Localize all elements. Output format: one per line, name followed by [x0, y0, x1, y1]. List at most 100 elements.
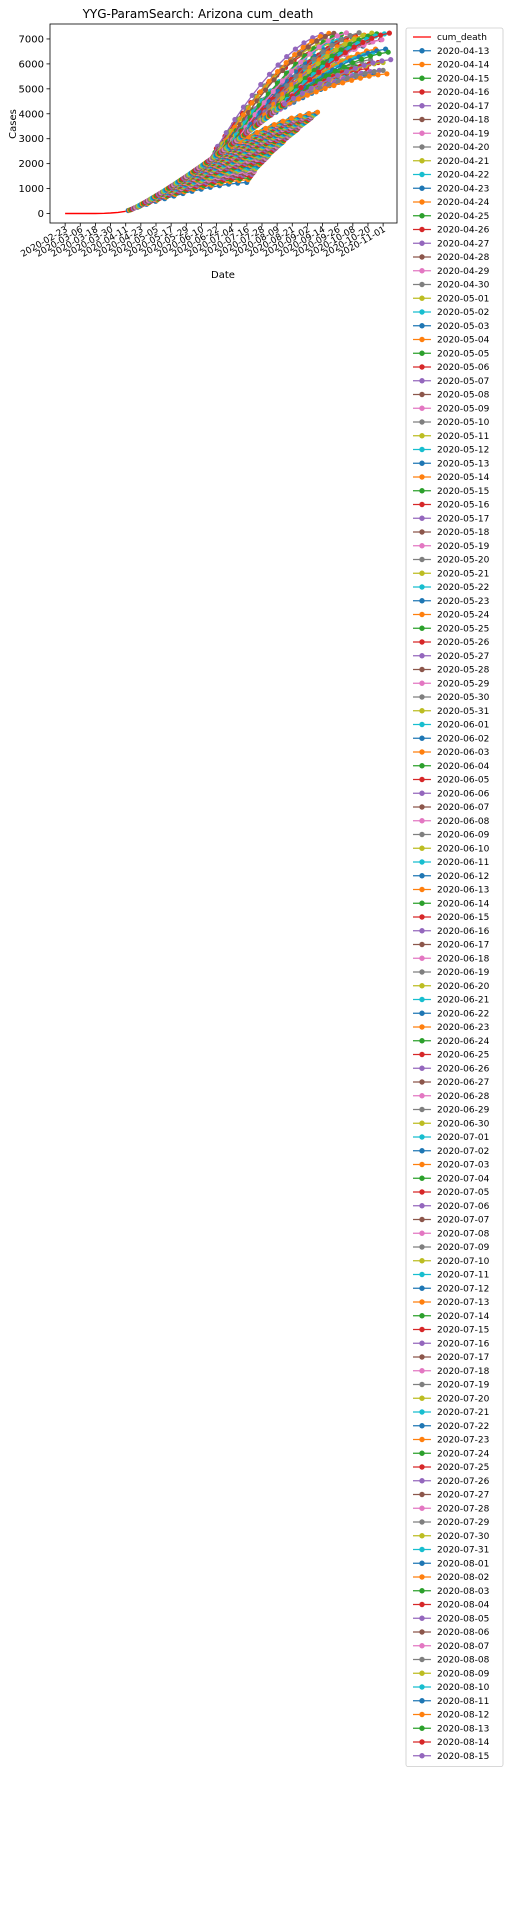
legend-entry: 2020-08-11 [413, 1697, 489, 1707]
legend-entry: 2020-07-16 [413, 1339, 490, 1349]
legend-label: 2020-06-17 [437, 941, 489, 951]
legend-marker [419, 584, 425, 590]
series-point [361, 62, 367, 68]
legend-entry: 2020-05-03 [413, 322, 489, 332]
legend-label: 2020-07-28 [437, 1504, 490, 1514]
series-point [266, 78, 272, 84]
legend-entry: 2020-06-17 [413, 941, 489, 951]
legend-entry: 2020-06-29 [413, 1106, 490, 1116]
legend-label: 2020-06-05 [437, 776, 489, 786]
legend-entry: 2020-06-01 [413, 721, 489, 731]
legend-label: 2020-07-08 [437, 1229, 490, 1239]
legend-label: 2020-08-15 [437, 1752, 489, 1762]
legend-label: 2020-05-24 [437, 611, 490, 621]
legend-entry: 2020-08-14 [413, 1738, 490, 1748]
legend-label: 2020-06-22 [437, 1009, 489, 1019]
legend-entry: 2020-05-26 [413, 638, 490, 648]
legend-label: 2020-06-08 [437, 817, 490, 827]
legend-entry: 2020-04-16 [413, 88, 490, 98]
series-point [297, 68, 304, 74]
series-point [333, 56, 339, 62]
legend-marker [419, 405, 425, 411]
y-tick-label: 5000 [19, 84, 44, 95]
series-point [249, 100, 255, 106]
legend-label: 2020-06-25 [437, 1051, 489, 1061]
legend-marker [419, 1189, 425, 1195]
series-point [242, 120, 248, 126]
legend-entry: 2020-04-13 [413, 47, 489, 57]
series-point [351, 44, 357, 50]
legend-marker [419, 666, 425, 673]
legend-marker [419, 1216, 425, 1223]
legend-label: 2020-04-26 [437, 226, 490, 236]
legend-marker [419, 1271, 425, 1278]
legend-label: 2020-05-18 [437, 528, 490, 538]
legend-entry: cum_death [413, 33, 487, 43]
legend-entry: 2020-07-06 [413, 1202, 490, 1212]
series-point [299, 90, 305, 96]
series-point [309, 38, 315, 44]
legend-label: 2020-04-23 [437, 184, 489, 194]
legend-entry: 2020-06-09 [413, 831, 490, 841]
legend-label: 2020-04-15 [437, 74, 489, 84]
legend-marker [419, 378, 425, 384]
legend-label: 2020-05-14 [437, 473, 490, 483]
legend-entry: 2020-08-10 [413, 1683, 490, 1693]
legend-label: 2020-08-07 [437, 1642, 489, 1652]
series-point [341, 64, 347, 70]
series-point [371, 68, 377, 75]
legend-entry: 2020-07-18 [413, 1367, 490, 1377]
series-point [284, 83, 290, 89]
legend-entry: 2020-07-13 [413, 1298, 489, 1308]
legend-label: 2020-05-10 [437, 418, 490, 428]
legend-entry: 2020-06-10 [413, 844, 490, 854]
legend-marker [419, 694, 425, 700]
series-point [300, 44, 306, 51]
legend-label: 2020-04-17 [437, 102, 489, 112]
series-point [308, 85, 314, 91]
legend-entry: 2020-05-29 [413, 679, 490, 689]
legend-marker [419, 1065, 425, 1071]
legend-label: 2020-08-13 [437, 1724, 489, 1734]
legend-marker [419, 1711, 425, 1718]
legend-marker [419, 611, 425, 618]
legend-marker [419, 1175, 425, 1181]
series-point [263, 125, 269, 131]
series-point [240, 112, 246, 118]
legend-entry: 2020-07-05 [413, 1188, 489, 1198]
legend-label: 2020-07-12 [437, 1284, 489, 1294]
legend-marker [419, 1230, 425, 1236]
legend-entry: 2020-07-19 [413, 1381, 490, 1391]
series-point [257, 89, 264, 95]
y-tick-label: 4000 [19, 109, 44, 120]
legend-marker [419, 1051, 425, 1058]
chart-title: YYG-ParamSearch: Arizona cum_death [82, 7, 314, 21]
y-tick-label: 7000 [19, 34, 44, 45]
legend-entry: 2020-06-26 [413, 1064, 490, 1074]
legend-entry: 2020-04-17 [413, 102, 489, 112]
legend-label: 2020-07-09 [437, 1243, 490, 1253]
legend-marker [419, 639, 425, 645]
legend-marker [419, 1340, 425, 1346]
legend-marker [419, 1161, 425, 1168]
legend-label: 2020-06-09 [437, 831, 490, 841]
legend-label: 2020-07-01 [437, 1133, 489, 1143]
series-point [270, 88, 276, 94]
legend-entry: 2020-05-18 [413, 528, 490, 538]
legend-label: 2020-07-03 [437, 1161, 489, 1171]
legend-label: 2020-07-06 [437, 1202, 490, 1212]
series-point [347, 32, 353, 39]
series-point [356, 30, 362, 36]
series-point [284, 54, 290, 60]
legend-label: 2020-04-19 [437, 129, 490, 139]
series-point [298, 59, 304, 65]
series-point [360, 39, 366, 46]
legend-label: 2020-06-13 [437, 886, 489, 896]
legend-marker [419, 501, 425, 508]
legend-label: 2020-04-13 [437, 47, 489, 57]
legend-marker [419, 831, 425, 838]
legend-label: 2020-08-08 [437, 1656, 490, 1666]
legend-label: 2020-07-25 [437, 1463, 489, 1473]
legend-marker [419, 983, 425, 989]
series-point [349, 77, 355, 83]
